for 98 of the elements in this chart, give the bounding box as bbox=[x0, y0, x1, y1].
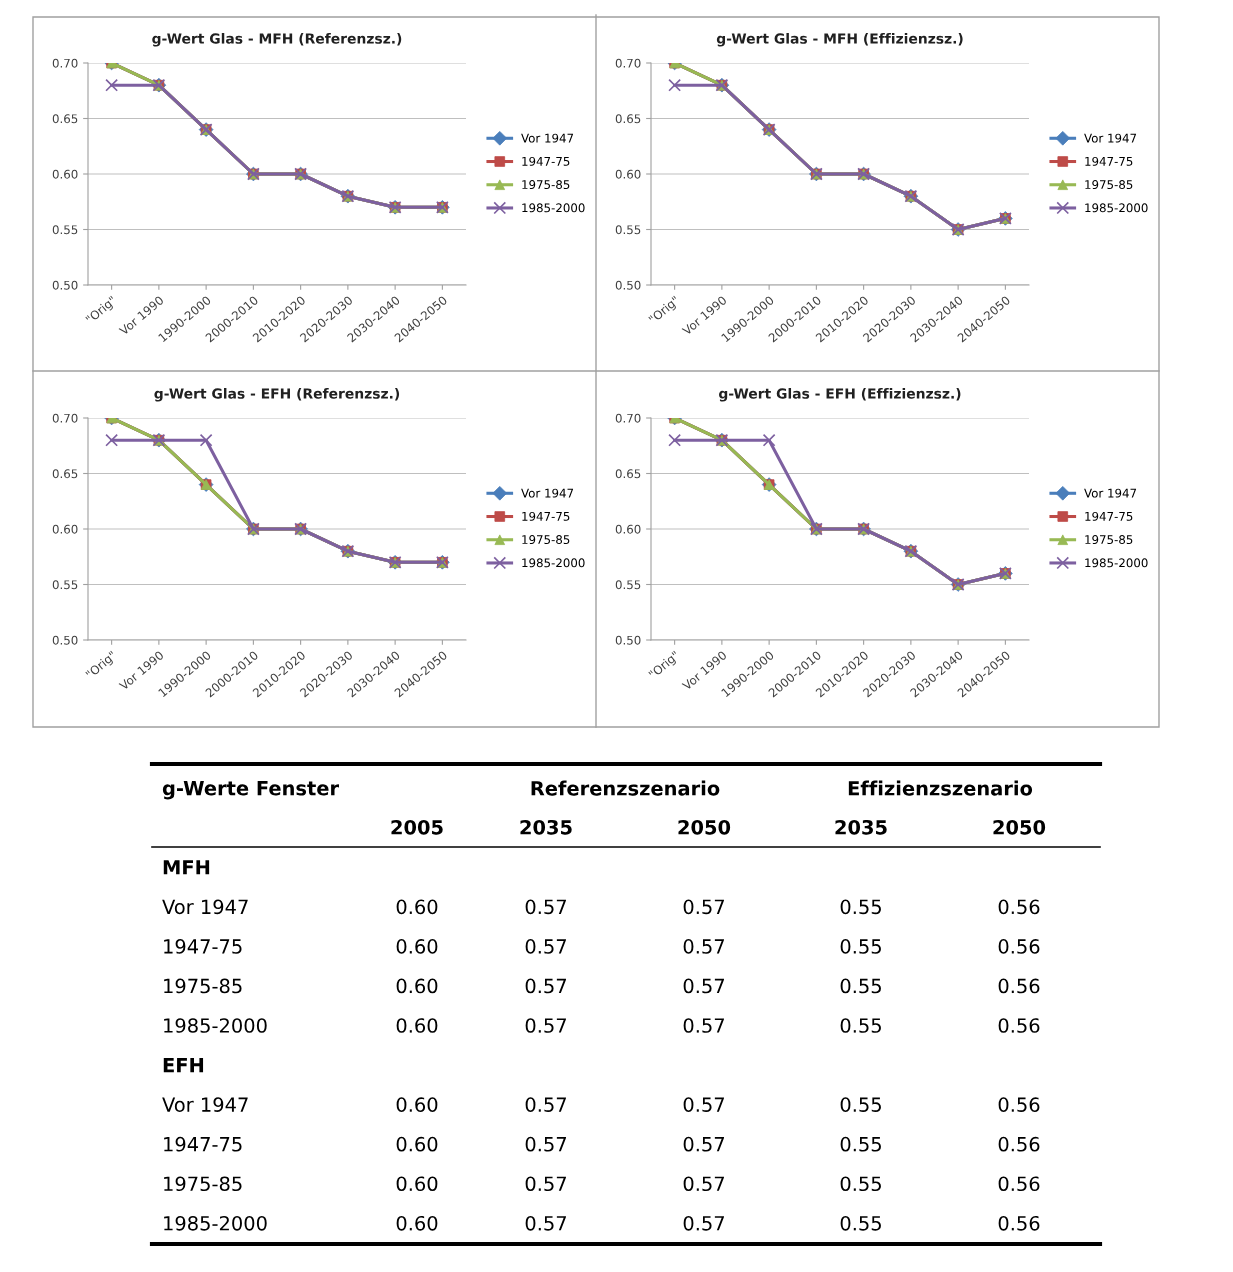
text: 0.57 bbox=[525, 1018, 566, 1033]
text: 0.55 bbox=[840, 939, 881, 954]
text: 0.57 bbox=[525, 1097, 566, 1112]
category-label: 2050 bbox=[678, 819, 731, 835]
legend-label: 1947-75 bbox=[522, 511, 570, 521]
y-tick-label: 0.55 bbox=[52, 225, 78, 235]
y-tick-label: 0.65 bbox=[52, 114, 78, 124]
y-tick-label: 0.60 bbox=[52, 169, 78, 179]
text: 0.55 bbox=[840, 1136, 881, 1152]
text: 0.55 bbox=[840, 1018, 881, 1033]
text: 0.60 bbox=[396, 1097, 438, 1112]
text: 0.57 bbox=[683, 978, 724, 994]
category-label: 2035 bbox=[520, 819, 572, 835]
text: 0.60 bbox=[396, 1018, 438, 1033]
legend-label: 1975-85 bbox=[1085, 180, 1133, 190]
text: 0.57 bbox=[525, 1215, 566, 1231]
chart-title: g-Wert Glas - MFH (Effizienzsz.) bbox=[716, 33, 963, 47]
text: Effizienzszenario bbox=[848, 780, 1033, 796]
text: 0.56 bbox=[998, 978, 1040, 994]
text: 0.57 bbox=[683, 1176, 724, 1192]
y-tick-label: 0.65 bbox=[52, 469, 78, 479]
text: 0.55 bbox=[840, 1215, 881, 1231]
y-tick-label: 0.70 bbox=[615, 413, 641, 423]
legend-label: 1985-2000 bbox=[1085, 203, 1148, 213]
text: 0.57 bbox=[525, 939, 566, 954]
text: 0.56 bbox=[998, 939, 1040, 954]
text: 0.57 bbox=[525, 899, 566, 915]
legend-label: 1975-85 bbox=[1085, 535, 1133, 545]
chart-title: g-Wert Glas - EFH (Effizienzsz.) bbox=[719, 388, 961, 402]
category-label: 2035 bbox=[835, 819, 887, 835]
y-tick-label: 0.55 bbox=[52, 580, 78, 590]
y-tick-label: 0.70 bbox=[52, 413, 78, 423]
category-label: 1975-85 bbox=[164, 1176, 242, 1192]
category-label: Vor 1947 bbox=[162, 899, 248, 915]
category-label: Vor 1947 bbox=[162, 1097, 248, 1112]
y-tick-label: 0.65 bbox=[615, 114, 641, 124]
y-tick-label: 0.60 bbox=[615, 169, 641, 179]
text: 0.57 bbox=[683, 1215, 724, 1231]
category-label: EFH bbox=[163, 1057, 204, 1073]
text: 0.60 bbox=[396, 978, 438, 994]
text: g-Werte Fenster bbox=[162, 781, 340, 800]
y-tick-label: 0.50 bbox=[615, 280, 641, 290]
chart-title: g-Wert Glas - MFH (Referenzsz.) bbox=[152, 33, 402, 47]
text: 0.56 bbox=[998, 1136, 1040, 1152]
y-tick-label: 0.50 bbox=[615, 635, 641, 645]
legend-label: 1947-75 bbox=[522, 156, 570, 166]
text: 0.57 bbox=[683, 1018, 724, 1033]
legend-label: Vor 1947 bbox=[1084, 488, 1137, 498]
text: 0.60 bbox=[396, 1215, 438, 1231]
text: 0.60 bbox=[396, 1176, 438, 1192]
text: 0.60 bbox=[396, 939, 438, 954]
legend-label: 1985-2000 bbox=[522, 203, 585, 213]
text: 0.60 bbox=[396, 899, 438, 915]
y-tick-label: 0.60 bbox=[52, 524, 78, 534]
y-tick-label: 0.70 bbox=[52, 58, 78, 68]
text: 0.56 bbox=[998, 1018, 1040, 1033]
legend-label: 1947-75 bbox=[1085, 156, 1133, 166]
text: 0.56 bbox=[998, 899, 1040, 915]
legend-label: Vor 1947 bbox=[521, 133, 574, 143]
legend-label: 1947-75 bbox=[1085, 511, 1133, 521]
text: 0.57 bbox=[525, 1136, 566, 1152]
text: 0.57 bbox=[525, 1176, 566, 1192]
y-tick-label: 0.60 bbox=[615, 524, 641, 534]
text: 0.56 bbox=[998, 1176, 1040, 1192]
text: 0.56 bbox=[998, 1215, 1040, 1231]
legend-label: Vor 1947 bbox=[1084, 133, 1137, 143]
text: 0.56 bbox=[998, 1097, 1040, 1112]
category-label: 2050 bbox=[993, 819, 1046, 835]
category-label: 1975-85 bbox=[164, 978, 242, 994]
chart-title: g-Wert Glas - EFH (Referenzsz.) bbox=[154, 388, 400, 402]
category-label: MFH bbox=[163, 860, 210, 875]
text: 0.60 bbox=[396, 1136, 438, 1152]
legend-label: Vor 1947 bbox=[521, 488, 574, 498]
text: 0.57 bbox=[683, 1136, 724, 1152]
text: 0.55 bbox=[840, 978, 881, 994]
text: 0.57 bbox=[683, 1097, 724, 1112]
text: Referenzszenario bbox=[531, 780, 720, 796]
legend-label: 1985-2000 bbox=[522, 558, 585, 568]
category-label: 1985-2000 bbox=[164, 1018, 267, 1033]
text: 0.55 bbox=[840, 1097, 881, 1112]
category-label: 2005 bbox=[391, 819, 443, 835]
category-label: 1947-75 bbox=[164, 939, 242, 954]
y-tick-label: 0.50 bbox=[52, 635, 78, 645]
text: 0.57 bbox=[525, 978, 566, 994]
category-label: 1985-2000 bbox=[164, 1215, 267, 1231]
legend-label: 1975-85 bbox=[522, 535, 570, 545]
legend-label: 1985-2000 bbox=[1085, 558, 1148, 568]
text: 0.57 bbox=[683, 939, 724, 954]
text: 0.55 bbox=[840, 899, 881, 915]
legend-label: 1975-85 bbox=[522, 180, 570, 190]
y-tick-label: 0.65 bbox=[615, 469, 641, 479]
text: 0.57 bbox=[683, 899, 724, 915]
y-tick-label: 0.55 bbox=[615, 580, 641, 590]
y-tick-label: 0.55 bbox=[615, 225, 641, 235]
text: 0.55 bbox=[840, 1176, 881, 1192]
category-label: 1947-75 bbox=[164, 1136, 242, 1152]
y-tick-label: 0.50 bbox=[52, 280, 78, 290]
y-tick-label: 0.70 bbox=[615, 58, 641, 68]
